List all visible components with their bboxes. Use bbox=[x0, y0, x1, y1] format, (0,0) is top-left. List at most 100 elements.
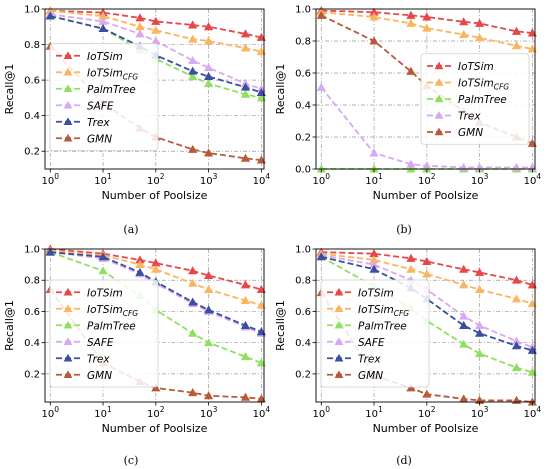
y-tick-label: 0.8 bbox=[24, 40, 40, 51]
data-point bbox=[406, 159, 416, 168]
data-point bbox=[135, 22, 145, 31]
x-tick-label: 104 bbox=[524, 172, 542, 187]
x-tick-exponent: 3 bbox=[484, 172, 489, 181]
x-axis-label: Number of Poolsize bbox=[102, 422, 208, 435]
data-point bbox=[203, 284, 214, 294]
data-point bbox=[151, 264, 161, 273]
legend-label: IoTSim bbox=[358, 287, 394, 299]
y-tick-label: 0.6 bbox=[295, 307, 311, 318]
y-tick-label: 0.8 bbox=[24, 276, 40, 287]
data-point bbox=[188, 278, 198, 287]
data-point bbox=[406, 18, 416, 27]
legend-label: IoTSimCFG bbox=[458, 78, 509, 92]
legend-series-name: IoTSim bbox=[358, 287, 394, 299]
data-point bbox=[459, 394, 469, 403]
legend-item: IoTSimCFG bbox=[56, 304, 138, 318]
legend-item: IoTSimCFG bbox=[427, 78, 509, 92]
legend-marker bbox=[63, 287, 73, 296]
legend-item: Trex bbox=[56, 353, 110, 365]
y-tick-label: 0.2 bbox=[295, 133, 311, 144]
data-point bbox=[369, 249, 379, 258]
data-point bbox=[240, 280, 251, 289]
data-point bbox=[203, 338, 214, 347]
legend-series-name: PalmTree bbox=[87, 84, 136, 96]
legend-series-name: IoTSim bbox=[87, 304, 123, 316]
data-point bbox=[422, 256, 432, 265]
legend-label: Trex bbox=[87, 353, 110, 365]
y-tick-label: 0.6 bbox=[24, 307, 40, 318]
series-line-3 bbox=[49, 251, 262, 364]
data-point bbox=[98, 16, 108, 25]
data-point bbox=[203, 79, 214, 88]
x-tick-exponent: 2 bbox=[431, 172, 436, 181]
x-tick-label: 103 bbox=[471, 172, 489, 187]
data-point bbox=[459, 311, 469, 320]
legend-marker bbox=[334, 353, 344, 362]
legend-marker bbox=[334, 337, 344, 346]
legend-marker bbox=[63, 304, 73, 313]
x-tick-base: 10 bbox=[147, 176, 160, 187]
data-point bbox=[369, 255, 379, 264]
y-tick-label: 0.2 bbox=[24, 369, 40, 380]
legend-item: IoTSim bbox=[427, 61, 494, 73]
x-tick-exponent: 1 bbox=[378, 405, 383, 414]
y-tick-label: 0.4 bbox=[24, 338, 40, 349]
data-point bbox=[240, 392, 251, 401]
series-line-1 bbox=[50, 248, 262, 291]
data-point bbox=[188, 297, 198, 306]
data-point bbox=[151, 383, 161, 392]
x-axis-label: Number of Poolsize bbox=[373, 422, 479, 435]
plot-frame bbox=[315, 248, 536, 403]
legend-item: IoTSim bbox=[56, 287, 123, 299]
data-point bbox=[369, 164, 379, 173]
legend-label: SAFE bbox=[358, 337, 385, 349]
data-point bbox=[422, 23, 432, 32]
legend-marker bbox=[63, 370, 73, 379]
data-point bbox=[256, 394, 266, 403]
legend-marker bbox=[63, 337, 73, 346]
series-line-4 bbox=[320, 86, 533, 169]
legend-label: IoTSim bbox=[87, 51, 123, 63]
x-tick-base: 10 bbox=[313, 176, 326, 187]
data-point bbox=[240, 352, 251, 361]
series-line-4 bbox=[321, 254, 533, 349]
legend-label: PalmTree bbox=[87, 320, 136, 332]
y-axis-label: Recall@1 bbox=[3, 64, 16, 115]
legend-series-name: IoTSim bbox=[358, 304, 394, 316]
series-line-2 bbox=[321, 252, 533, 305]
y-axis-label: Recall@1 bbox=[3, 300, 16, 351]
legend-label: IoTSim bbox=[458, 61, 494, 73]
x-tick-exponent: 2 bbox=[160, 172, 165, 181]
data-point bbox=[406, 264, 416, 273]
legend-item: PalmTree bbox=[327, 320, 407, 332]
legend-item: PalmTree bbox=[56, 320, 136, 332]
x-tick-base: 10 bbox=[365, 176, 378, 187]
x-tick-base: 10 bbox=[524, 176, 537, 187]
legend-series-name: IoTSim bbox=[458, 61, 494, 73]
legend-marker bbox=[334, 287, 344, 296]
legend-marker bbox=[63, 353, 73, 362]
x-tick-base: 10 bbox=[200, 409, 213, 420]
legend-marker bbox=[63, 100, 73, 109]
x-tick-base: 10 bbox=[94, 409, 107, 420]
x-tick-base: 10 bbox=[471, 176, 484, 187]
x-tick-exponent: 2 bbox=[160, 405, 165, 414]
legend-label: PalmTree bbox=[87, 84, 136, 96]
legend-label: GMN bbox=[458, 127, 483, 139]
legend-item: IoTSim bbox=[327, 287, 394, 299]
x-tick-base: 10 bbox=[524, 409, 537, 420]
data-point bbox=[98, 23, 108, 33]
x-tick-base: 10 bbox=[253, 176, 266, 187]
legend-series-name: IoTSim bbox=[87, 67, 123, 79]
legend-label: SAFE bbox=[87, 100, 114, 112]
series-line-1 bbox=[50, 9, 262, 39]
legend-series-name: PalmTree bbox=[458, 94, 507, 106]
series-line-4 bbox=[50, 13, 262, 90]
data-point bbox=[240, 153, 251, 162]
y-tick-label: 0.2 bbox=[24, 147, 40, 158]
data-point bbox=[240, 295, 251, 304]
x-axis-label: Number of Poolsize bbox=[102, 189, 208, 202]
